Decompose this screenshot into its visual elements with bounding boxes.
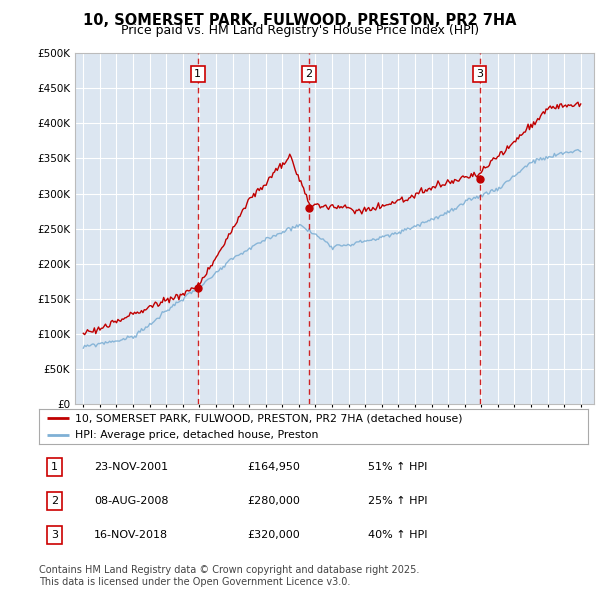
Text: 16-NOV-2018: 16-NOV-2018 bbox=[94, 530, 168, 540]
Text: 51% ↑ HPI: 51% ↑ HPI bbox=[368, 462, 428, 472]
Text: 23-NOV-2001: 23-NOV-2001 bbox=[94, 462, 168, 472]
Text: 3: 3 bbox=[476, 69, 483, 79]
Text: 2: 2 bbox=[51, 496, 58, 506]
Text: 08-AUG-2008: 08-AUG-2008 bbox=[94, 496, 169, 506]
Text: £320,000: £320,000 bbox=[248, 530, 301, 540]
Text: 25% ↑ HPI: 25% ↑ HPI bbox=[368, 496, 428, 506]
Text: 2: 2 bbox=[305, 69, 313, 79]
Text: 10, SOMERSET PARK, FULWOOD, PRESTON, PR2 7HA: 10, SOMERSET PARK, FULWOOD, PRESTON, PR2… bbox=[83, 13, 517, 28]
Text: 1: 1 bbox=[194, 69, 201, 79]
Text: HPI: Average price, detached house, Preston: HPI: Average price, detached house, Pres… bbox=[74, 430, 318, 440]
Text: £280,000: £280,000 bbox=[248, 496, 301, 506]
Text: Contains HM Land Registry data © Crown copyright and database right 2025.
This d: Contains HM Land Registry data © Crown c… bbox=[39, 565, 419, 587]
Text: £164,950: £164,950 bbox=[248, 462, 301, 472]
Text: 10, SOMERSET PARK, FULWOOD, PRESTON, PR2 7HA (detached house): 10, SOMERSET PARK, FULWOOD, PRESTON, PR2… bbox=[74, 413, 462, 423]
Text: Price paid vs. HM Land Registry's House Price Index (HPI): Price paid vs. HM Land Registry's House … bbox=[121, 24, 479, 37]
Text: 3: 3 bbox=[51, 530, 58, 540]
Text: 40% ↑ HPI: 40% ↑ HPI bbox=[368, 530, 428, 540]
Text: 1: 1 bbox=[51, 462, 58, 472]
